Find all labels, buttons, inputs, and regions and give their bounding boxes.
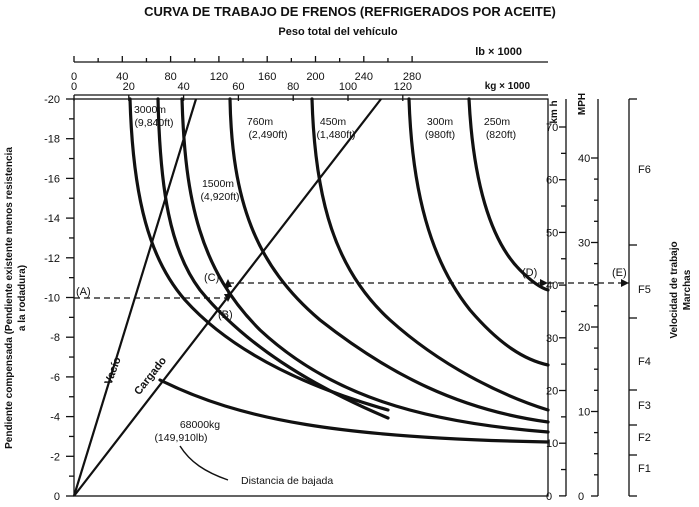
- distance-label: Distancia de bajada: [241, 475, 333, 487]
- gear-f4: F4: [638, 356, 651, 368]
- mph-axis-tick-label: 40: [578, 153, 590, 165]
- top-axis-label: Peso total del vehículo: [278, 26, 397, 38]
- mph-axis: 40 30 20 10 0 MPH: [577, 93, 599, 503]
- gears-axis-label-line2: Marchas: [682, 269, 693, 310]
- curve-3000m: [128, 97, 390, 412]
- kg-axis-tick-label: 40: [177, 81, 189, 93]
- curve-bottom: [158, 378, 550, 444]
- grade-axis-tick-label: -8: [50, 332, 60, 344]
- grade-axis-tick-label: -2: [50, 451, 60, 463]
- curve-label-450m-ft: (1,480ft): [316, 129, 355, 141]
- curve-label-1500m-m: 1500m: [202, 178, 234, 190]
- curve-250m: [467, 97, 550, 292]
- lb-axis: 0 40 80 120 160 200 240 280 lb × 1000: [71, 46, 548, 83]
- curve-label-250m-ft: (820ft): [486, 129, 516, 141]
- curve-label-1500m-ft: (4,920ft): [200, 191, 239, 203]
- curve-300m: [407, 97, 550, 367]
- kmh-axis-tick-label: 0: [546, 491, 552, 503]
- arrow-c: [224, 279, 232, 287]
- kg-axis-unit: kg × 1000: [485, 81, 531, 92]
- grade-axis-tick-label: -12: [44, 253, 60, 265]
- kg-axis-tick-label: 120: [394, 81, 412, 93]
- grade-axis-tick-label: 0: [54, 491, 60, 503]
- mph-axis-tick-label: 20: [578, 322, 590, 334]
- curve-760m-b: [228, 97, 550, 424]
- mph-axis-tick-label: 10: [578, 407, 590, 419]
- kmh-axis-tick-label: 20: [546, 386, 558, 398]
- kg-axis: 0 20 40 60 80 100 120 kg × 1000: [71, 81, 548, 101]
- curve-760m: [180, 97, 550, 434]
- curve-label-300m-m: 300m: [427, 116, 454, 128]
- kmh-axis-tick-label: 10: [546, 438, 558, 450]
- gear-f5: F5: [638, 284, 651, 296]
- kg-axis-tick-label: 0: [71, 81, 77, 93]
- lb-axis-tick-label: 200: [306, 71, 324, 83]
- kg-axis-tick-label: 80: [287, 81, 299, 93]
- grade-axis-tick-label: -20: [44, 94, 60, 106]
- lb-axis-tick-label: 160: [258, 71, 276, 83]
- kmh-axis-tick-label: 60: [546, 175, 558, 187]
- kmh-axis-tick-label: 50: [546, 227, 558, 239]
- point-d: (D): [522, 267, 537, 279]
- curve-label-3000m-m: 3000m: [134, 104, 166, 116]
- grade-axis-tick-label: -18: [44, 134, 60, 146]
- grade-axis-tick-label: -6: [50, 372, 60, 384]
- arrow-e: [621, 279, 629, 287]
- lb-axis-tick-label: 280: [403, 71, 421, 83]
- grade-axis: -20-18-16-14-12-10-8-6-4-20: [44, 94, 74, 503]
- gear-f2: F2: [638, 432, 651, 444]
- curve-label-450m-m: 450m: [320, 116, 347, 128]
- mph-axis-tick-label: 0: [578, 491, 584, 503]
- point-b: (B): [218, 309, 233, 321]
- mph-axis-tick-label: 30: [578, 238, 590, 250]
- curve-label-300m-ft: (980ft): [425, 129, 455, 141]
- curve-1500m: [156, 97, 390, 420]
- lb-axis-tick-label: 0: [71, 71, 77, 83]
- kg-axis-tick-label: 20: [123, 81, 135, 93]
- lb-axis-tick-label: 40: [116, 71, 128, 83]
- point-e: (E): [612, 267, 627, 279]
- grade-axis-tick-label: -14: [44, 213, 60, 225]
- kg-axis-tick-label: 100: [339, 81, 357, 93]
- kmh-axis-tick-label: 30: [546, 333, 558, 345]
- gears-axis-label-line1: Velocidad de trabajo: [669, 241, 680, 338]
- lb-axis-tick-label: 120: [210, 71, 228, 83]
- grade-axis-tick-label: -10: [44, 293, 60, 305]
- lb-axis-tick-label: 80: [164, 71, 176, 83]
- grade-axis-label-line2: a la rodadura): [17, 265, 28, 331]
- arrow-b: [224, 294, 232, 302]
- mph-axis-unit: MPH: [577, 93, 588, 115]
- point-a: (A): [76, 286, 91, 298]
- distance-pointer: [179, 445, 229, 481]
- kmh-axis-unit: km h: [549, 100, 560, 123]
- grade-axis-tick-label: -16: [44, 173, 60, 185]
- gear-f1: F1: [638, 463, 651, 475]
- lb-axis-tick-label: 240: [355, 71, 373, 83]
- weight-note-kg: 68000kg: [180, 419, 220, 431]
- curve-label-760m-ft: (2,490ft): [248, 129, 287, 141]
- loaded-line-label: Cargado: [132, 355, 169, 398]
- kg-axis-tick-label: 60: [232, 81, 244, 93]
- empty-line-label: Vacío: [103, 355, 124, 386]
- point-c: (C): [204, 272, 219, 284]
- curve-450m: [310, 97, 550, 412]
- gears-axis: F6 F5 F4 F3 F2 F1 Velocidad de trabajo M…: [628, 98, 693, 497]
- grade-axis-tick-label: -4: [50, 412, 60, 424]
- weight-note-lb: (149,910lb): [154, 432, 207, 444]
- arrow-d: [540, 279, 548, 287]
- lb-axis-unit: lb × 1000: [475, 46, 522, 58]
- chart-title: CURVA DE TRABAJO DE FRENOS (REFRIGERADOS…: [144, 4, 556, 19]
- curve-label-250m-m: 250m: [484, 116, 511, 128]
- gear-f3: F3: [638, 400, 651, 412]
- curve-label-760m-m: 760m: [247, 116, 274, 128]
- grade-axis-label-line1: Pendiente compensada (Pendiente existent…: [4, 147, 15, 449]
- gear-f6: F6: [638, 164, 651, 176]
- kmh-axis-tick-label: 70: [546, 122, 558, 134]
- curve-label-3000m-ft: (9,840ft): [134, 117, 173, 129]
